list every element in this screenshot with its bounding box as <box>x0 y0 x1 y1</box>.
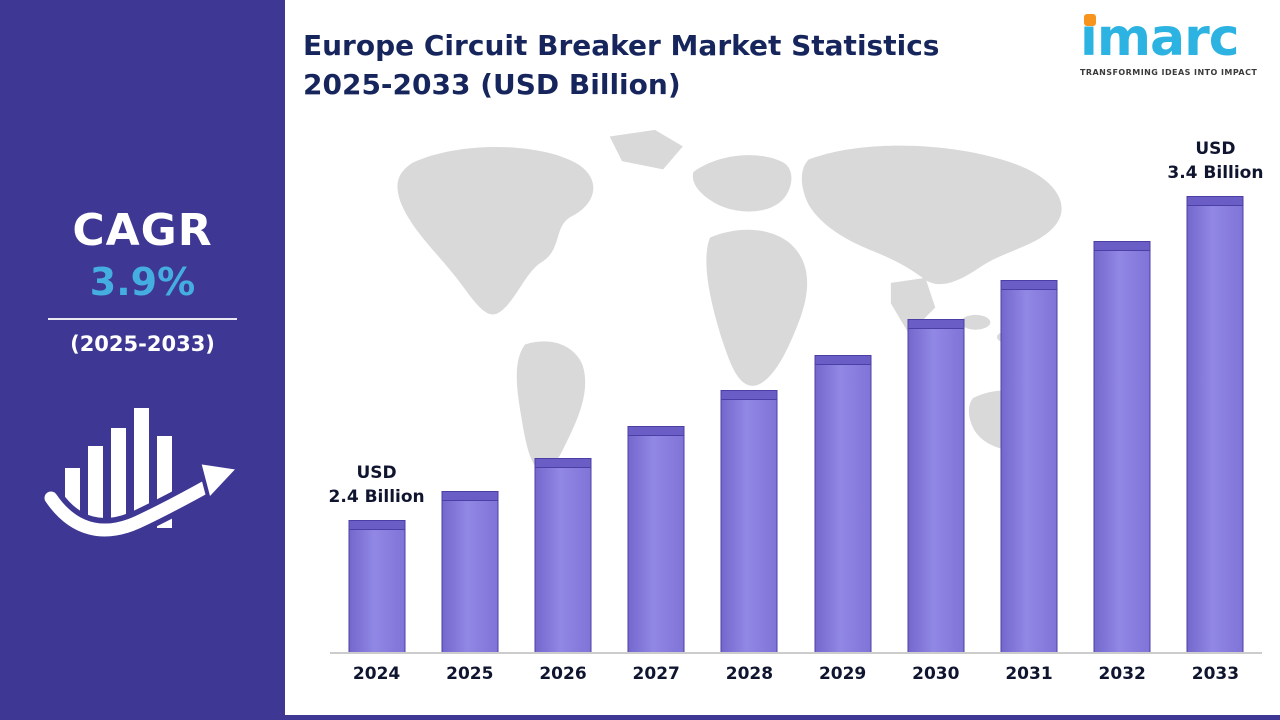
x-tick-2024: 2024 <box>352 664 401 684</box>
cagr-value: 3.9% <box>89 260 196 304</box>
bar-top-face <box>721 391 777 400</box>
chart-title: Europe Circuit Breaker Market Statistics… <box>303 26 1043 104</box>
x-tick-2032: 2032 <box>1098 664 1146 684</box>
logo-orange-dot-icon <box>1084 14 1096 26</box>
bar-2031 <box>1000 280 1058 652</box>
bar-column-2024: 2024 USD 2.4 Billion <box>328 90 425 684</box>
bar-top-face <box>908 320 964 329</box>
bar-column-2027: 2027 <box>610 90 703 684</box>
cagr-period: (2025-2033) <box>70 332 215 356</box>
imarc-brand: imarc <box>1080 8 1240 68</box>
bar-column-2029: 2029 <box>796 90 889 684</box>
bar-2030 <box>907 319 965 652</box>
chart-panel: Europe Circuit Breaker Market Statistics… <box>285 0 1280 720</box>
imarc-tagline: TRANSFORMING IDEAS INTO IMPACT <box>1080 68 1258 77</box>
bar-top-face <box>442 492 498 501</box>
x-tick-2027: 2027 <box>632 664 680 684</box>
imarc-logo-text: imarc <box>1080 12 1266 64</box>
bar-2025 <box>441 491 499 652</box>
bar-2026 <box>534 458 592 652</box>
bar-2027 <box>627 426 685 652</box>
imarc-logo: imarc TRANSFORMING IDEAS INTO IMPACT <box>1080 12 1266 77</box>
world-map-background <box>397 129 1062 473</box>
x-tick-2030: 2030 <box>912 664 960 684</box>
bar-2024 <box>348 520 406 652</box>
bar-top-face <box>535 459 591 468</box>
value-label-2033: USD 3.4 Billion <box>1167 138 1264 184</box>
bar-top-face <box>1187 197 1243 206</box>
bar-top-face <box>349 521 405 530</box>
bar-top-face <box>628 427 684 436</box>
bar-2029 <box>814 355 872 652</box>
growth-chart-icon <box>0 390 285 554</box>
chart-title-line2: 2025-2033 (USD Billion) <box>303 68 681 102</box>
x-tick-2031: 2031 <box>1005 664 1053 684</box>
value-label-2024: USD 2.4 Billion <box>328 462 425 508</box>
bar-column-2026: 2026 <box>516 90 609 684</box>
sidebar: CAGR 3.9% (2025-2033) <box>0 0 285 720</box>
bar-top-face <box>815 356 871 365</box>
bar-column-2033: 2033 USD 3.4 Billion <box>1167 90 1264 684</box>
bar-column-2028: 2028 <box>703 90 796 684</box>
x-tick-2025: 2025 <box>446 664 494 684</box>
chart-title-line1: Europe Circuit Breaker Market Statistics <box>303 29 940 62</box>
x-tick-2029: 2029 <box>818 664 867 684</box>
bar-2032 <box>1093 241 1151 652</box>
bars-row: 2024 USD 2.4 Billion 2025 2026 2027 2028 2029 20… <box>328 90 1264 684</box>
bar-2033 <box>1186 196 1244 652</box>
bar-column-2031: 2031 <box>982 90 1075 684</box>
x-tick-2033: 2033 <box>1191 664 1240 684</box>
bar-column-2030: 2030 <box>889 90 982 684</box>
cagr-label: CAGR <box>72 205 213 256</box>
bottom-accent-strip <box>285 715 1280 720</box>
bar-2028 <box>720 390 778 652</box>
x-tick-2026: 2026 <box>539 664 587 684</box>
divider <box>48 318 237 320</box>
bar-top-face <box>1001 281 1057 290</box>
bar-chart: 2024 USD 2.4 Billion 2025 2026 2027 2028 2029 20… <box>328 90 1264 696</box>
bar-column-2032: 2032 <box>1076 90 1169 684</box>
bar-column-2025: 2025 <box>423 90 516 684</box>
bar-top-face <box>1094 242 1150 251</box>
x-tick-2028: 2028 <box>725 664 774 684</box>
